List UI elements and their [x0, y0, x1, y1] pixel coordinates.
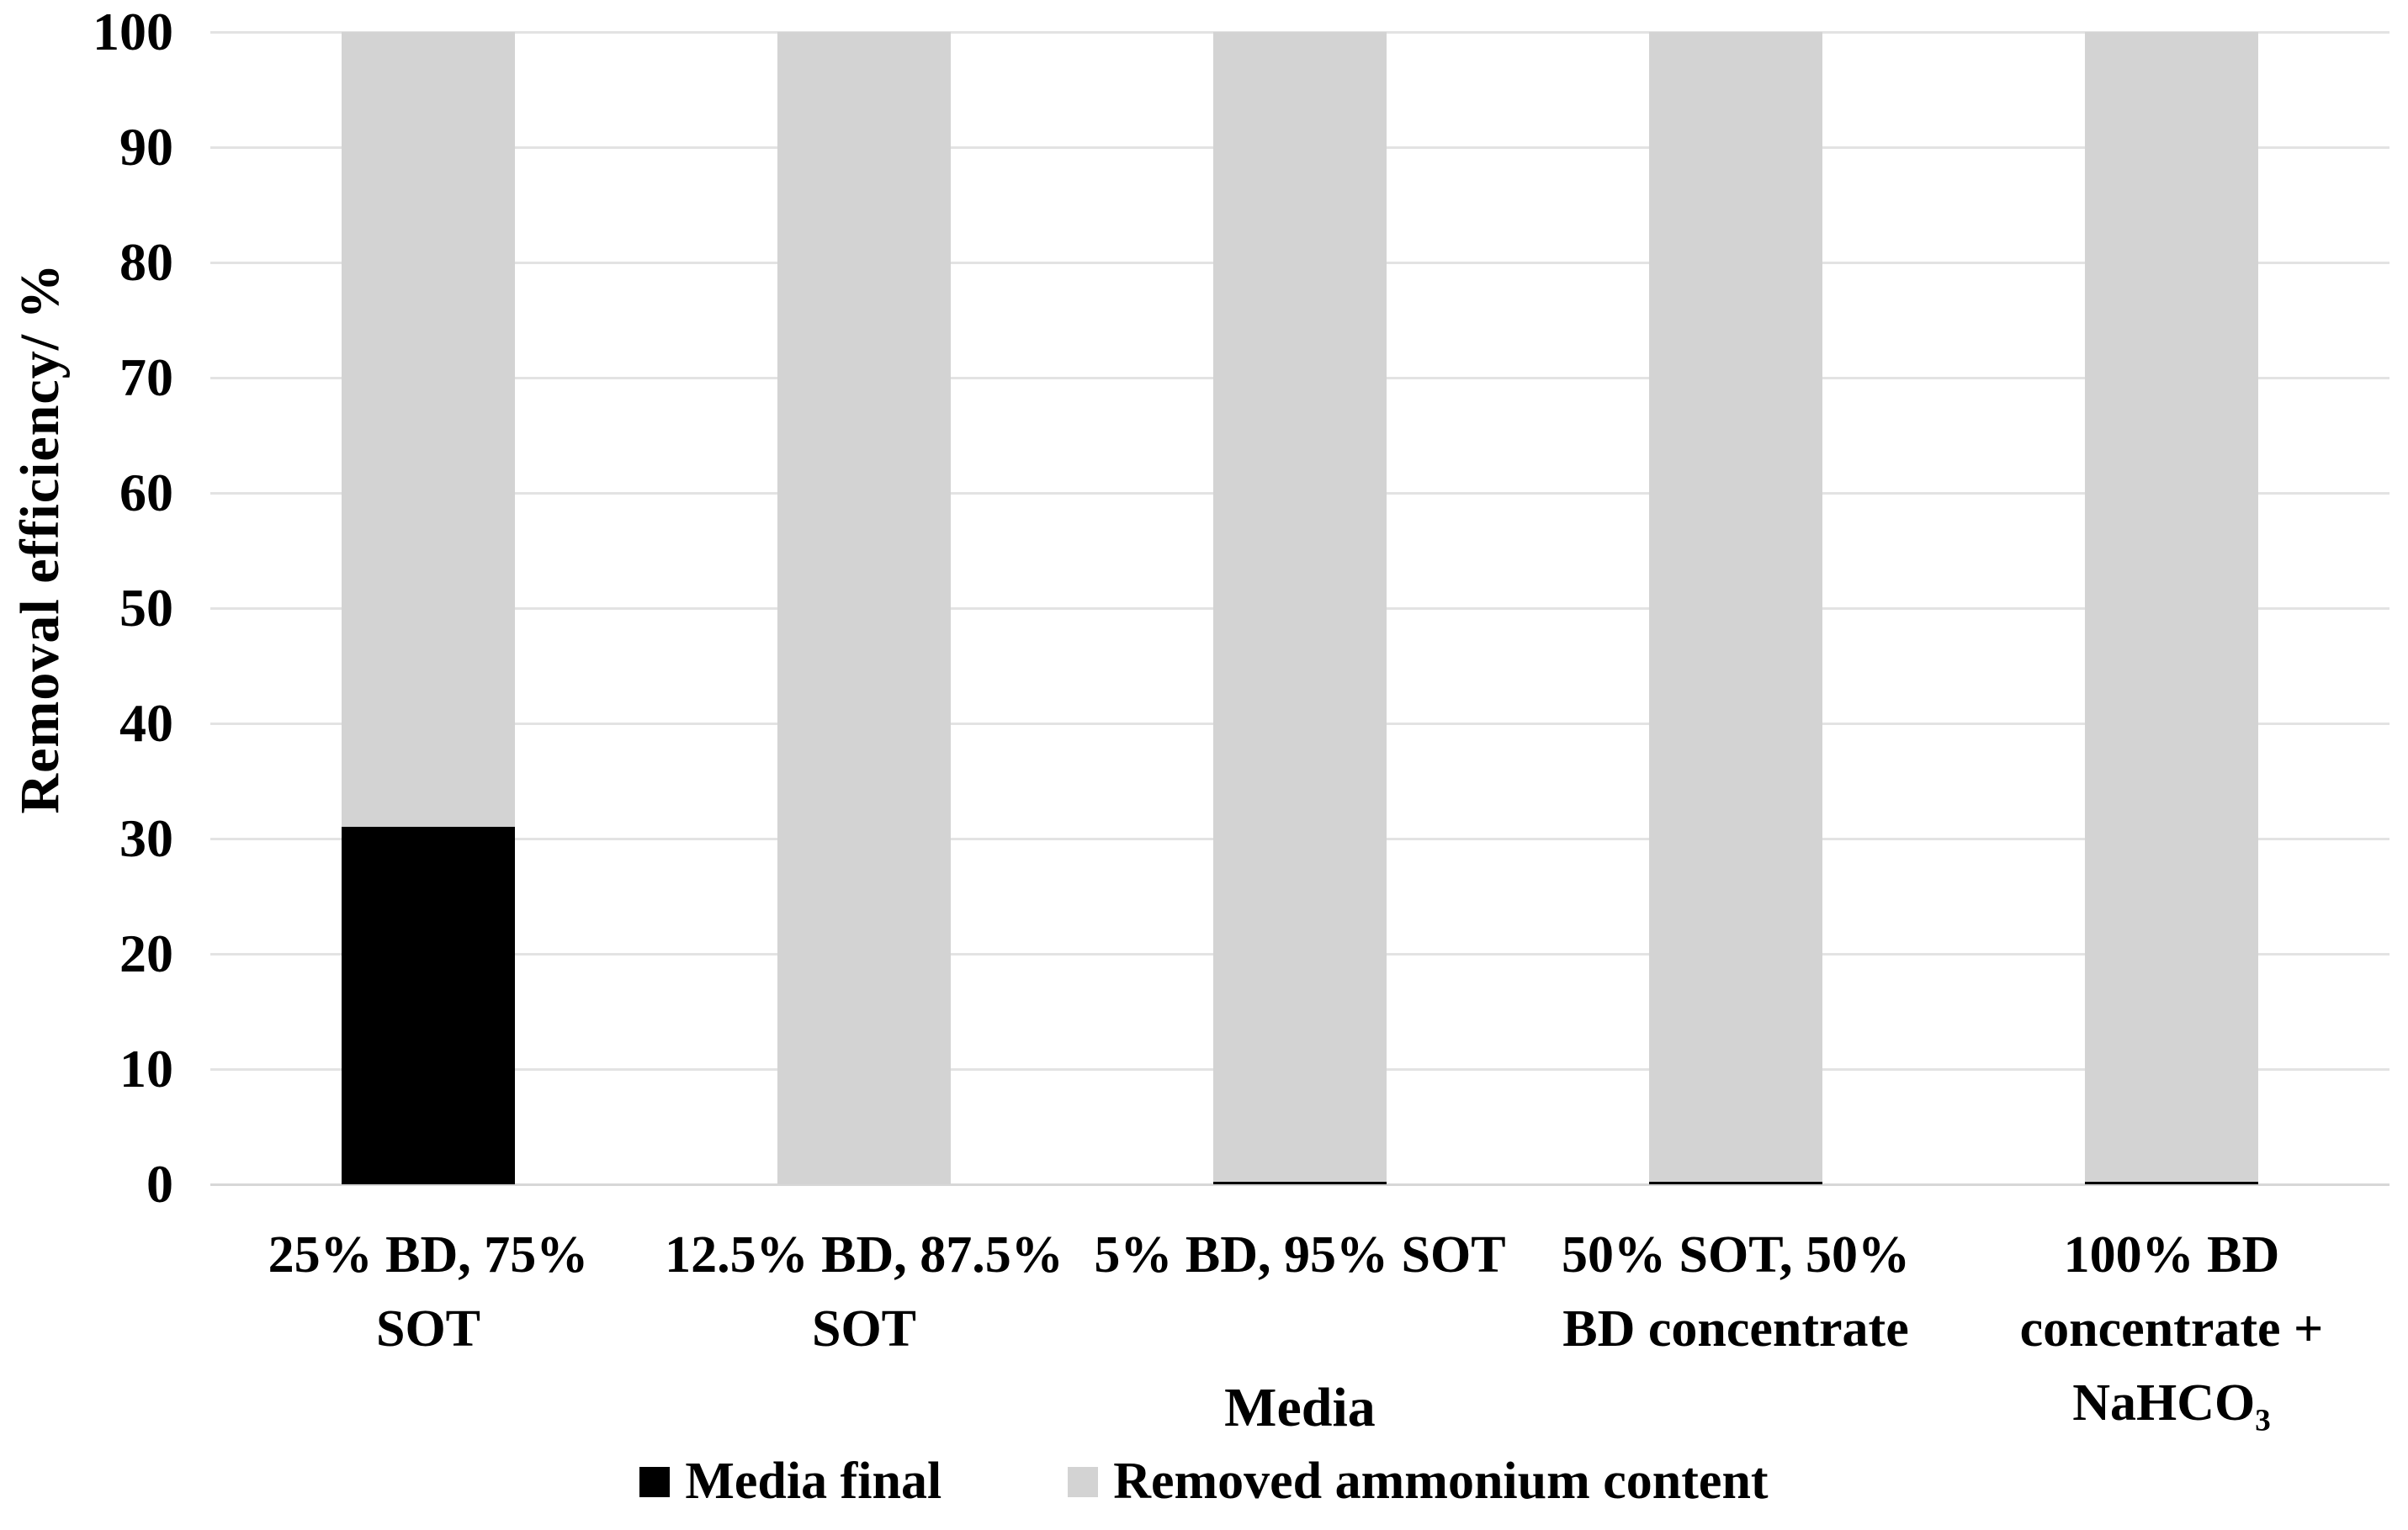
legend-item-media-final: Media final [639, 1452, 941, 1511]
plot-area [210, 31, 2389, 1186]
x-category-label-0: 25% BD, 75% SOT [268, 1226, 589, 1358]
legend-swatch-removed-ammonium [1068, 1466, 1099, 1497]
y-tick-0: 0 [146, 1154, 173, 1214]
legend-swatch-media-final [639, 1466, 671, 1497]
bar-2-segment-removed-ammonium [1213, 32, 1387, 1183]
y-tick-100: 100 [93, 2, 173, 61]
bar-4-segment-removed-ammonium [2085, 32, 2258, 1183]
y-tick-70: 70 [119, 347, 173, 407]
y-tick-50: 50 [119, 578, 173, 638]
x-category-label-4: 100% BD concentrate + NaHCO₃ [2019, 1226, 2324, 1432]
bar-4-segment-media-final [2085, 1182, 2258, 1184]
legend-label-media-final: Media final [685, 1453, 942, 1510]
y-tick-30: 30 [119, 808, 173, 868]
bar-2-segment-media-final [1213, 1182, 1387, 1184]
y-tick-60: 60 [119, 463, 173, 522]
legend-label-removed-ammonium: Removed ammonium content [1113, 1453, 1769, 1510]
legend-item-removed-ammonium: Removed ammonium content [1068, 1452, 1769, 1511]
y-tick-90: 90 [119, 117, 173, 177]
x-category-label-3: 50% SOT, 50% BD concentrate [1562, 1226, 1910, 1358]
bar-0-segment-removed-ammonium [342, 32, 515, 828]
x-category-label-1: 12.5% BD, 87.5% SOT [665, 1226, 1063, 1358]
y-tick-80: 80 [119, 232, 173, 292]
bar-3-segment-removed-ammonium [1649, 32, 1822, 1183]
bar-1-segment-removed-ammonium [777, 32, 951, 1184]
legend: Media final Removed ammonium content [0, 1452, 2408, 1511]
y-tick-10: 10 [119, 1039, 173, 1099]
bar-0-segment-media-final [342, 827, 515, 1184]
gridline-0 [210, 1183, 2389, 1186]
x-category-label-2: 5% BD, 95% SOT [1094, 1226, 1506, 1284]
x-axis-title: Media [1224, 1377, 1376, 1438]
y-tick-20: 20 [119, 924, 173, 983]
y-tick-40: 40 [119, 693, 173, 753]
bar-3-segment-media-final [1649, 1182, 1822, 1184]
